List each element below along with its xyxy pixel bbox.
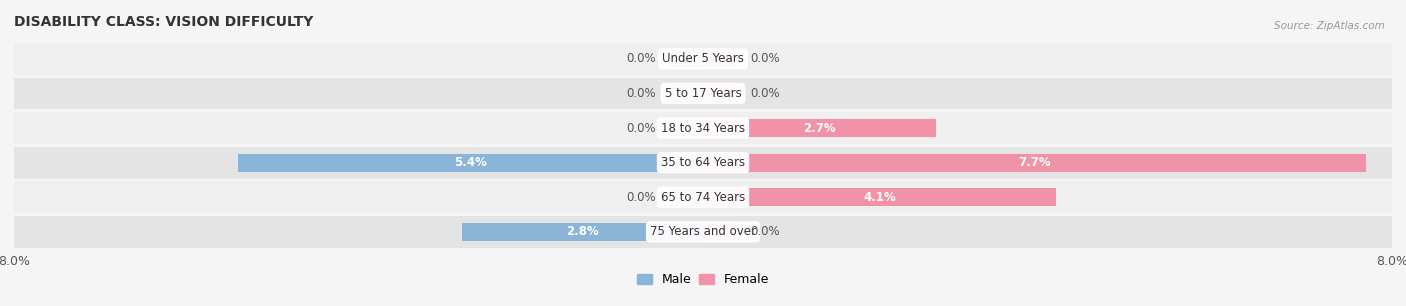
Bar bbox=[14, 216, 1392, 248]
Bar bbox=[669, 50, 703, 68]
Bar bbox=[703, 84, 738, 103]
Text: 0.0%: 0.0% bbox=[751, 87, 780, 100]
Text: 7.7%: 7.7% bbox=[1018, 156, 1050, 169]
Bar bbox=[703, 223, 738, 241]
Text: DISABILITY CLASS: VISION DIFFICULTY: DISABILITY CLASS: VISION DIFFICULTY bbox=[14, 15, 314, 29]
Bar bbox=[703, 188, 1056, 206]
Bar bbox=[14, 147, 1392, 179]
Legend: Male, Female: Male, Female bbox=[631, 268, 775, 291]
Text: 5.4%: 5.4% bbox=[454, 156, 486, 169]
Bar bbox=[461, 223, 703, 241]
Bar bbox=[669, 119, 703, 137]
Bar bbox=[14, 77, 1392, 109]
Text: 0.0%: 0.0% bbox=[626, 191, 655, 204]
Text: 0.0%: 0.0% bbox=[751, 52, 780, 65]
Bar bbox=[703, 119, 935, 137]
Text: 0.0%: 0.0% bbox=[626, 52, 655, 65]
Bar bbox=[669, 188, 703, 206]
Text: 0.0%: 0.0% bbox=[626, 121, 655, 135]
Text: 5 to 17 Years: 5 to 17 Years bbox=[665, 87, 741, 100]
Bar bbox=[703, 50, 738, 68]
Bar bbox=[14, 43, 1392, 75]
Text: 65 to 74 Years: 65 to 74 Years bbox=[661, 191, 745, 204]
Text: Under 5 Years: Under 5 Years bbox=[662, 52, 744, 65]
Text: 0.0%: 0.0% bbox=[751, 226, 780, 238]
Text: 35 to 64 Years: 35 to 64 Years bbox=[661, 156, 745, 169]
Text: Source: ZipAtlas.com: Source: ZipAtlas.com bbox=[1274, 21, 1385, 32]
Bar bbox=[14, 112, 1392, 144]
Text: 75 Years and over: 75 Years and over bbox=[650, 226, 756, 238]
Text: 2.8%: 2.8% bbox=[567, 226, 599, 238]
Bar bbox=[669, 84, 703, 103]
Text: 0.0%: 0.0% bbox=[626, 87, 655, 100]
Text: 4.1%: 4.1% bbox=[863, 191, 896, 204]
Text: 18 to 34 Years: 18 to 34 Years bbox=[661, 121, 745, 135]
Text: 2.7%: 2.7% bbox=[803, 121, 835, 135]
Bar bbox=[14, 181, 1392, 213]
Bar bbox=[238, 154, 703, 172]
Bar bbox=[703, 154, 1367, 172]
